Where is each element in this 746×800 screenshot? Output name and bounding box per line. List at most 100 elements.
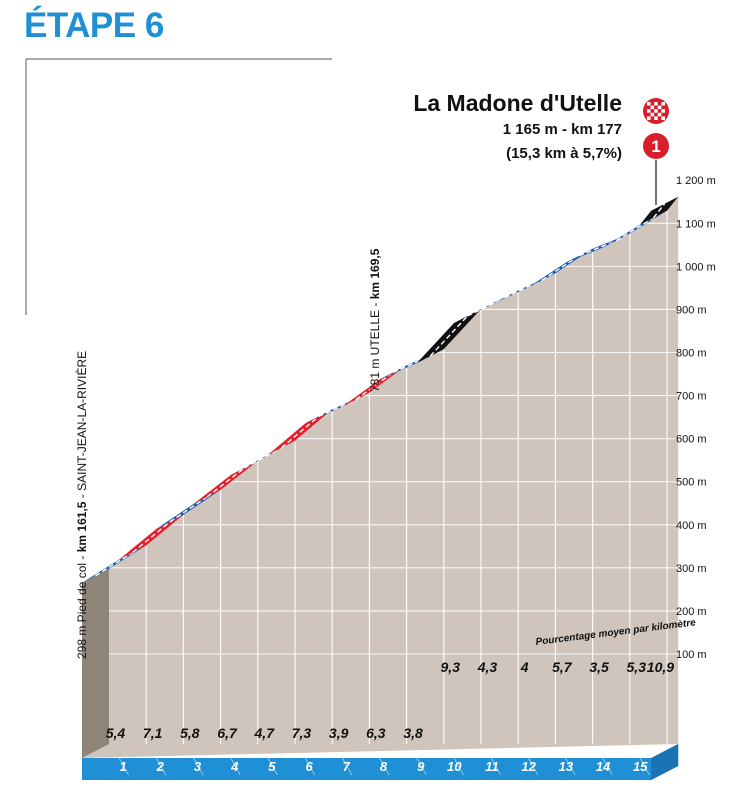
band-dash (615, 217, 654, 242)
checker-square (661, 116, 665, 120)
km-label: 2 (156, 759, 165, 774)
checker-square (647, 105, 651, 110)
checker-square (654, 112, 658, 117)
utelle-label-plain: 781 m UTELLE - (368, 299, 382, 392)
y-tick-label: 600 m (676, 434, 707, 446)
checker-square (657, 105, 662, 110)
y-tick-label: 800 m (676, 348, 707, 360)
km-tick (156, 757, 167, 776)
gradient-label: 4 (520, 659, 529, 675)
checker-square (654, 116, 658, 120)
utelle-label-km: km 169,5 (368, 248, 382, 299)
checkered-flag-icon (643, 98, 669, 124)
band-segment (193, 461, 258, 504)
gradient-label: 4,3 (477, 659, 498, 675)
start-label: 298 m Pied de col - km 161,5 - SAINT-JEA… (74, 351, 89, 659)
km-tick (230, 757, 241, 776)
km-tick (379, 757, 390, 776)
km-label: 14 (596, 759, 611, 774)
utelle-label: 781 m UTELLE - km 169,5 (368, 248, 382, 392)
gradient-label: 3,5 (589, 659, 609, 675)
km-tick (602, 757, 613, 776)
checker-square (657, 112, 662, 117)
km-tick (342, 757, 353, 776)
km-label: 10 (447, 759, 462, 774)
km-bar-fill (82, 744, 679, 780)
y-tick-label: 1 100 m (676, 218, 716, 230)
y-tick-label: 700 m (676, 391, 707, 403)
km-tick (528, 757, 539, 776)
km-label: 3 (194, 759, 202, 774)
km-tick (565, 757, 576, 776)
y-tick-label: 100 m (676, 649, 707, 661)
km-tick (416, 757, 427, 776)
band-segment (528, 248, 593, 288)
start-label-place: - SAINT-JEAN-LA-RIVIÈRE (74, 351, 89, 502)
band-dash (281, 415, 320, 449)
km-label: 11 (485, 759, 499, 774)
checker-square (654, 105, 658, 110)
checker-square (650, 112, 655, 117)
checker-square (650, 105, 655, 110)
start-label-km: km 161,5 (75, 501, 89, 552)
km-label: 1 (119, 759, 126, 774)
km-label: 4 (230, 759, 239, 774)
y-tick-label: 300 m (676, 563, 707, 575)
band-segment (342, 365, 407, 407)
checker-square (657, 116, 662, 120)
checker-square (657, 102, 662, 106)
checker-square (661, 112, 665, 117)
gradient-label: 5,3 (627, 659, 647, 675)
band-dash (429, 315, 469, 357)
checker-square (654, 109, 658, 113)
km-tick (304, 757, 316, 776)
band-dash (652, 203, 666, 219)
summit-altitude: 1 165 m - km 177 (502, 121, 622, 138)
y-tick-label: 200 m (676, 606, 707, 618)
checker-square (650, 109, 655, 113)
gradient-labels: 5,4 7,1 5,8 6,7 4,7 7,3 3,9 6,3 3,8 9,3 4,3 4 5,7 3,5… (106, 659, 675, 741)
climb-number: 1 (651, 137, 660, 156)
checker-square (647, 102, 651, 106)
km-tick (453, 757, 464, 776)
km-label: 13 (559, 759, 574, 774)
gradient-label: 9,3 (441, 659, 461, 675)
km-label: 5 (268, 759, 276, 774)
km-label: 8 (380, 759, 388, 774)
gradient-label: 6,3 (366, 725, 386, 741)
start-label-plain: 298 m Pied de col - (75, 552, 89, 659)
gradient-label: 3,9 (329, 725, 349, 741)
km-label: 12 (521, 759, 536, 774)
band-segment (156, 489, 221, 529)
y-tick-label: 400 m (676, 520, 707, 532)
km-bar-side (651, 744, 679, 780)
gradient-label: 3,8 (403, 725, 423, 741)
km-tick (267, 757, 278, 776)
terrain-fill (82, 196, 679, 758)
checker-square (647, 112, 651, 117)
km-tick (118, 757, 130, 776)
summit-name: La Madone d'Utelle (413, 90, 622, 116)
km-bar: 1 2 3 4 5 6 7 8 9 10 11 12 13 14 15 (82, 744, 679, 780)
checker-square (661, 105, 665, 110)
gradient-label: 5,7 (552, 659, 573, 675)
terrain-wall (82, 568, 109, 758)
km-tick (639, 757, 650, 776)
gradient-label: 7,3 (292, 725, 312, 741)
km-label: 7 (343, 759, 351, 774)
km-tick (193, 757, 204, 776)
checker-square (650, 116, 655, 120)
checker-square (650, 102, 655, 106)
gradient-label: 10,9 (647, 659, 674, 675)
climb-number-icon: 1 (643, 133, 669, 159)
y-tick-label: 1 200 m (676, 175, 716, 187)
y-axis: 100 m 200 m 300 m 400 m 500 m 600 m 700 m 800 m… (676, 175, 716, 661)
checker-square (647, 116, 651, 120)
terrain-area (82, 196, 679, 758)
y-tick-label: 900 m (676, 304, 707, 316)
band-dash (467, 296, 506, 317)
km-label: 9 (417, 759, 425, 774)
gradient-label: 5,4 (106, 725, 126, 741)
checker-square (647, 109, 651, 113)
